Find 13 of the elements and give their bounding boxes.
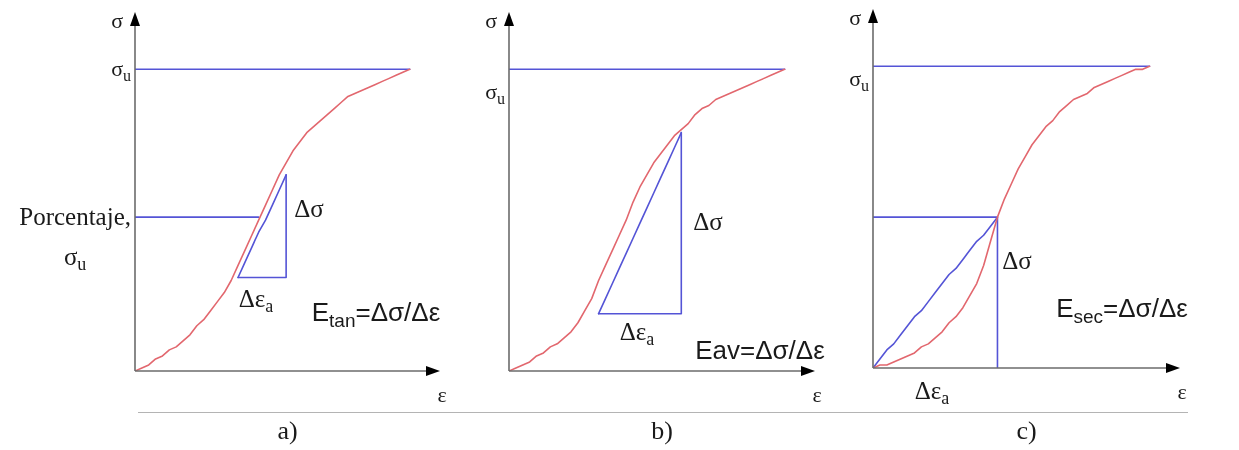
annotation: Eav=Δσ/Δε xyxy=(695,335,826,366)
y-axis-title: σ xyxy=(849,4,862,30)
x-axis-title: ε xyxy=(437,381,447,407)
y-axis-title: σ xyxy=(485,7,498,33)
text: a) xyxy=(277,415,298,445)
x-axis-title: ε xyxy=(812,381,822,407)
text: b) xyxy=(651,415,673,445)
x-axis-title: ε xyxy=(1177,378,1187,404)
annotation: Δσ xyxy=(294,194,325,222)
annotation: Δσ xyxy=(693,207,724,235)
annotation: Δσ xyxy=(1002,246,1033,274)
text: c) xyxy=(1016,415,1037,445)
y-axis-title: σ xyxy=(111,7,124,33)
